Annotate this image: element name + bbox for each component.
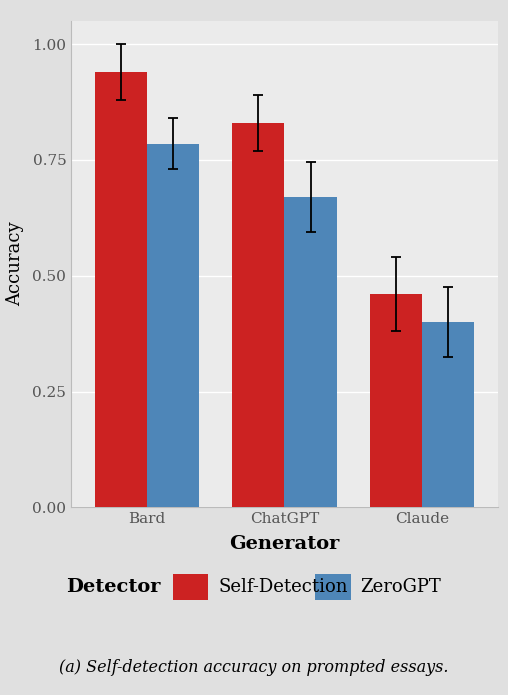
Y-axis label: Accuracy: Accuracy: [6, 222, 24, 306]
Text: ZeroGPT: ZeroGPT: [361, 578, 441, 596]
X-axis label: Generator: Generator: [229, 534, 340, 553]
Text: Detector: Detector: [66, 578, 161, 596]
Bar: [94, 72, 147, 507]
Bar: [370, 294, 422, 507]
Bar: [422, 322, 474, 507]
Bar: [147, 144, 199, 507]
Bar: [232, 123, 284, 507]
Bar: [284, 197, 337, 507]
Text: Self-Detection: Self-Detection: [218, 578, 348, 596]
Text: (a) Self-detection accuracy on prompted essays.: (a) Self-detection accuracy on prompted …: [59, 659, 449, 676]
